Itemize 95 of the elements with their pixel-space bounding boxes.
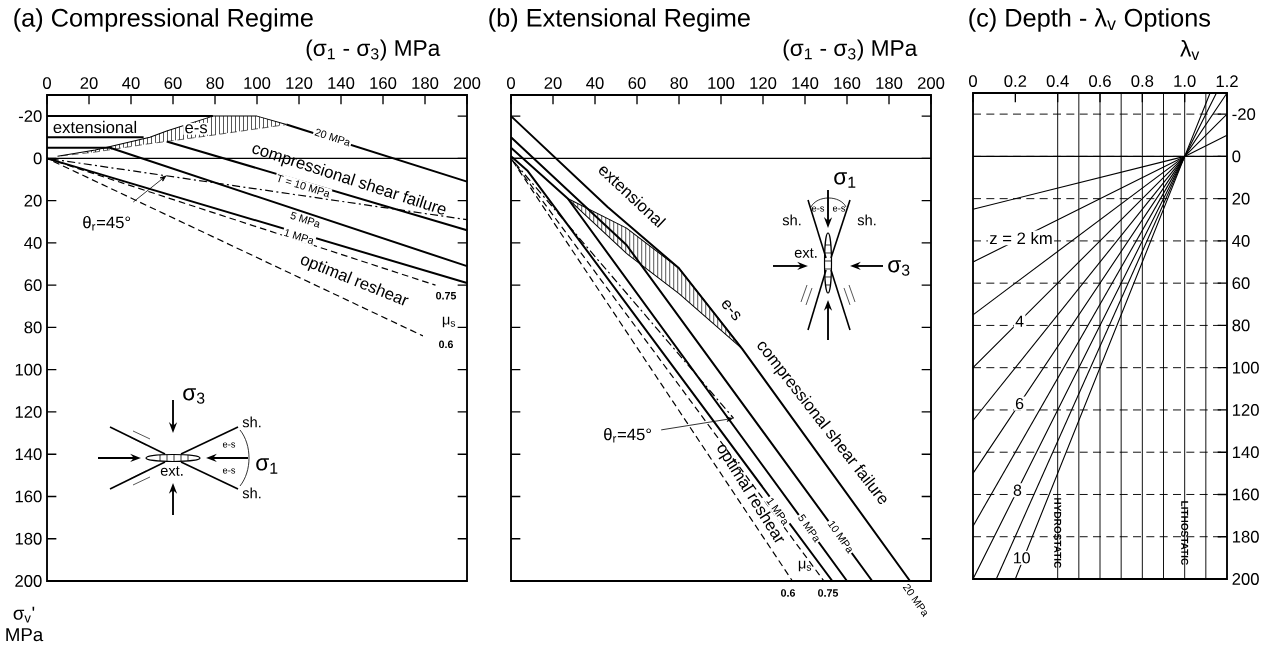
annotation: μ$_{s}$ — [442, 316, 456, 328]
y-tick-label: 140 — [1232, 446, 1259, 459]
annotation: sh. — [782, 214, 801, 226]
annotation: e-s — [222, 442, 236, 448]
y-tick-label: 20 — [1232, 192, 1250, 205]
text: 0.75 — [818, 589, 839, 597]
x-tick-label: 160 — [834, 77, 861, 89]
x-tick-label: 60 — [628, 77, 646, 89]
annotation: 0.6 — [439, 340, 454, 349]
y-tick-label: 60 — [24, 279, 42, 292]
annotation: ext. — [160, 466, 183, 476]
y-tick-label: 60 — [1232, 277, 1250, 290]
annotation: 0.75 — [436, 291, 457, 300]
x-tick-label: 200 — [453, 77, 481, 89]
x-tick-label: 0.2 — [1004, 75, 1027, 87]
x-tick-label: 20 — [80, 77, 98, 89]
y-tick-label: -20 — [1232, 108, 1256, 121]
annotation: 4 — [1015, 315, 1024, 327]
x-tick-label: 120 — [750, 77, 777, 89]
x-tick-label: 140 — [328, 77, 355, 89]
x-tick-label: 1.0 — [1174, 75, 1196, 87]
x-axis-title: λ$_{v}$ — [1180, 40, 1200, 60]
annotation: z = 2 km — [989, 231, 1052, 245]
ref-line-label: HYDROSTATIC — [1054, 498, 1062, 568]
annotation: σ$_{1}$ — [256, 458, 278, 474]
y-tick-label: -20 — [18, 110, 42, 123]
annotation: e-s — [185, 124, 208, 134]
x-tick-label: 160 — [370, 77, 397, 89]
x-tick-label: 0.4 — [1046, 75, 1069, 87]
y-tick-label: 200 — [15, 575, 42, 587]
y-tick-label: 80 — [24, 321, 42, 334]
annotation: e-s — [832, 206, 846, 212]
x-tick-label: 40 — [586, 77, 604, 89]
x-tick-label: 180 — [412, 77, 439, 89]
x-tick-label: 0 — [507, 77, 515, 89]
y-tick-label: 180 — [1232, 530, 1259, 543]
ref-line-label: LITHOSTATIC — [1181, 501, 1189, 565]
y-tick-label: 100 — [15, 363, 42, 376]
annotation: θ$_{r}$=45° — [83, 216, 131, 231]
y-tick-label: 140 — [15, 448, 42, 461]
x-tick-label: 0.8 — [1131, 75, 1154, 87]
y-axis-title: σ$_{v}$' MPa — [6, 606, 44, 642]
y-tick-label: 0 — [1232, 150, 1241, 163]
y-tick-label: 0 — [33, 152, 42, 165]
y-tick-label: 20 — [24, 194, 42, 207]
annotation: 5 MPa — [290, 211, 320, 228]
annotation: e-s — [222, 468, 236, 474]
x-axis-title: (σ$_{1}$ - σ$_{3}$) MPa — [306, 39, 441, 61]
y-tick-label: 160 — [15, 490, 42, 503]
x-tick-label: 1.2 — [1216, 75, 1238, 87]
x-tick-label: 20 — [544, 77, 562, 89]
annotation: σ$_{3}$ — [183, 388, 205, 404]
annotation: σ$_{1}$ — [834, 172, 856, 188]
x-tick-label: 60 — [164, 77, 182, 89]
annotation: sh. — [857, 214, 876, 226]
text: 0.6 — [781, 589, 796, 597]
y-tick-label: 120 — [1232, 404, 1259, 416]
x-tick-label: 120 — [286, 77, 313, 89]
annotation: sh. — [242, 487, 261, 499]
annotation: 6 — [1015, 397, 1024, 410]
x-tick-label: 0 — [969, 75, 977, 87]
y-tick-label: 120 — [15, 406, 42, 418]
y-tick-label: 160 — [1232, 488, 1259, 501]
annotation: σ$_{3}$ — [888, 260, 910, 276]
annotation: μ$_{s}$ — [798, 560, 812, 572]
chart-title: (c) Depth - λ$_{v}$ Options — [969, 8, 1211, 32]
x-tick-label: 80 — [670, 77, 688, 89]
x-tick-label: 100 — [708, 77, 735, 89]
annotation: 10 — [1014, 552, 1030, 564]
x-tick-label: 40 — [122, 77, 140, 89]
chart-title: (a) Compressional Regime — [14, 8, 313, 32]
annotation: ext. — [794, 248, 817, 258]
x-tick-label: 80 — [206, 77, 224, 89]
annotation: 1 MPa — [283, 229, 314, 245]
x-tick-label: 0.6 — [1089, 75, 1111, 87]
annotation: 8 — [1013, 484, 1022, 496]
x-tick-label: 200 — [917, 77, 945, 89]
y-tick-label: 100 — [1232, 361, 1259, 374]
annotation: e-s — [722, 300, 741, 321]
x-axis-title: (σ$_{1}$ - σ$_{3}$) MPa — [783, 39, 918, 61]
chart-title: (b) Extensional Regime — [489, 8, 750, 32]
y-tick-label: 40 — [24, 237, 42, 249]
annotation: extensional — [53, 120, 137, 134]
y-tick-label: 80 — [1232, 319, 1250, 332]
x-tick-label: 100 — [244, 77, 271, 89]
x-tick-label: 180 — [876, 77, 903, 89]
annotation: 20 MPa — [314, 128, 350, 147]
y-tick-label: 40 — [1232, 235, 1250, 247]
annotation: e-s — [811, 206, 825, 212]
x-tick-label: 0 — [43, 77, 51, 89]
y-tick-label: 200 — [1232, 573, 1259, 585]
annotation: θ$_{r}$=45° — [604, 428, 651, 443]
annotation: sh. — [242, 416, 261, 428]
x-tick-label: 140 — [792, 77, 819, 89]
y-tick-label: 180 — [15, 532, 42, 545]
